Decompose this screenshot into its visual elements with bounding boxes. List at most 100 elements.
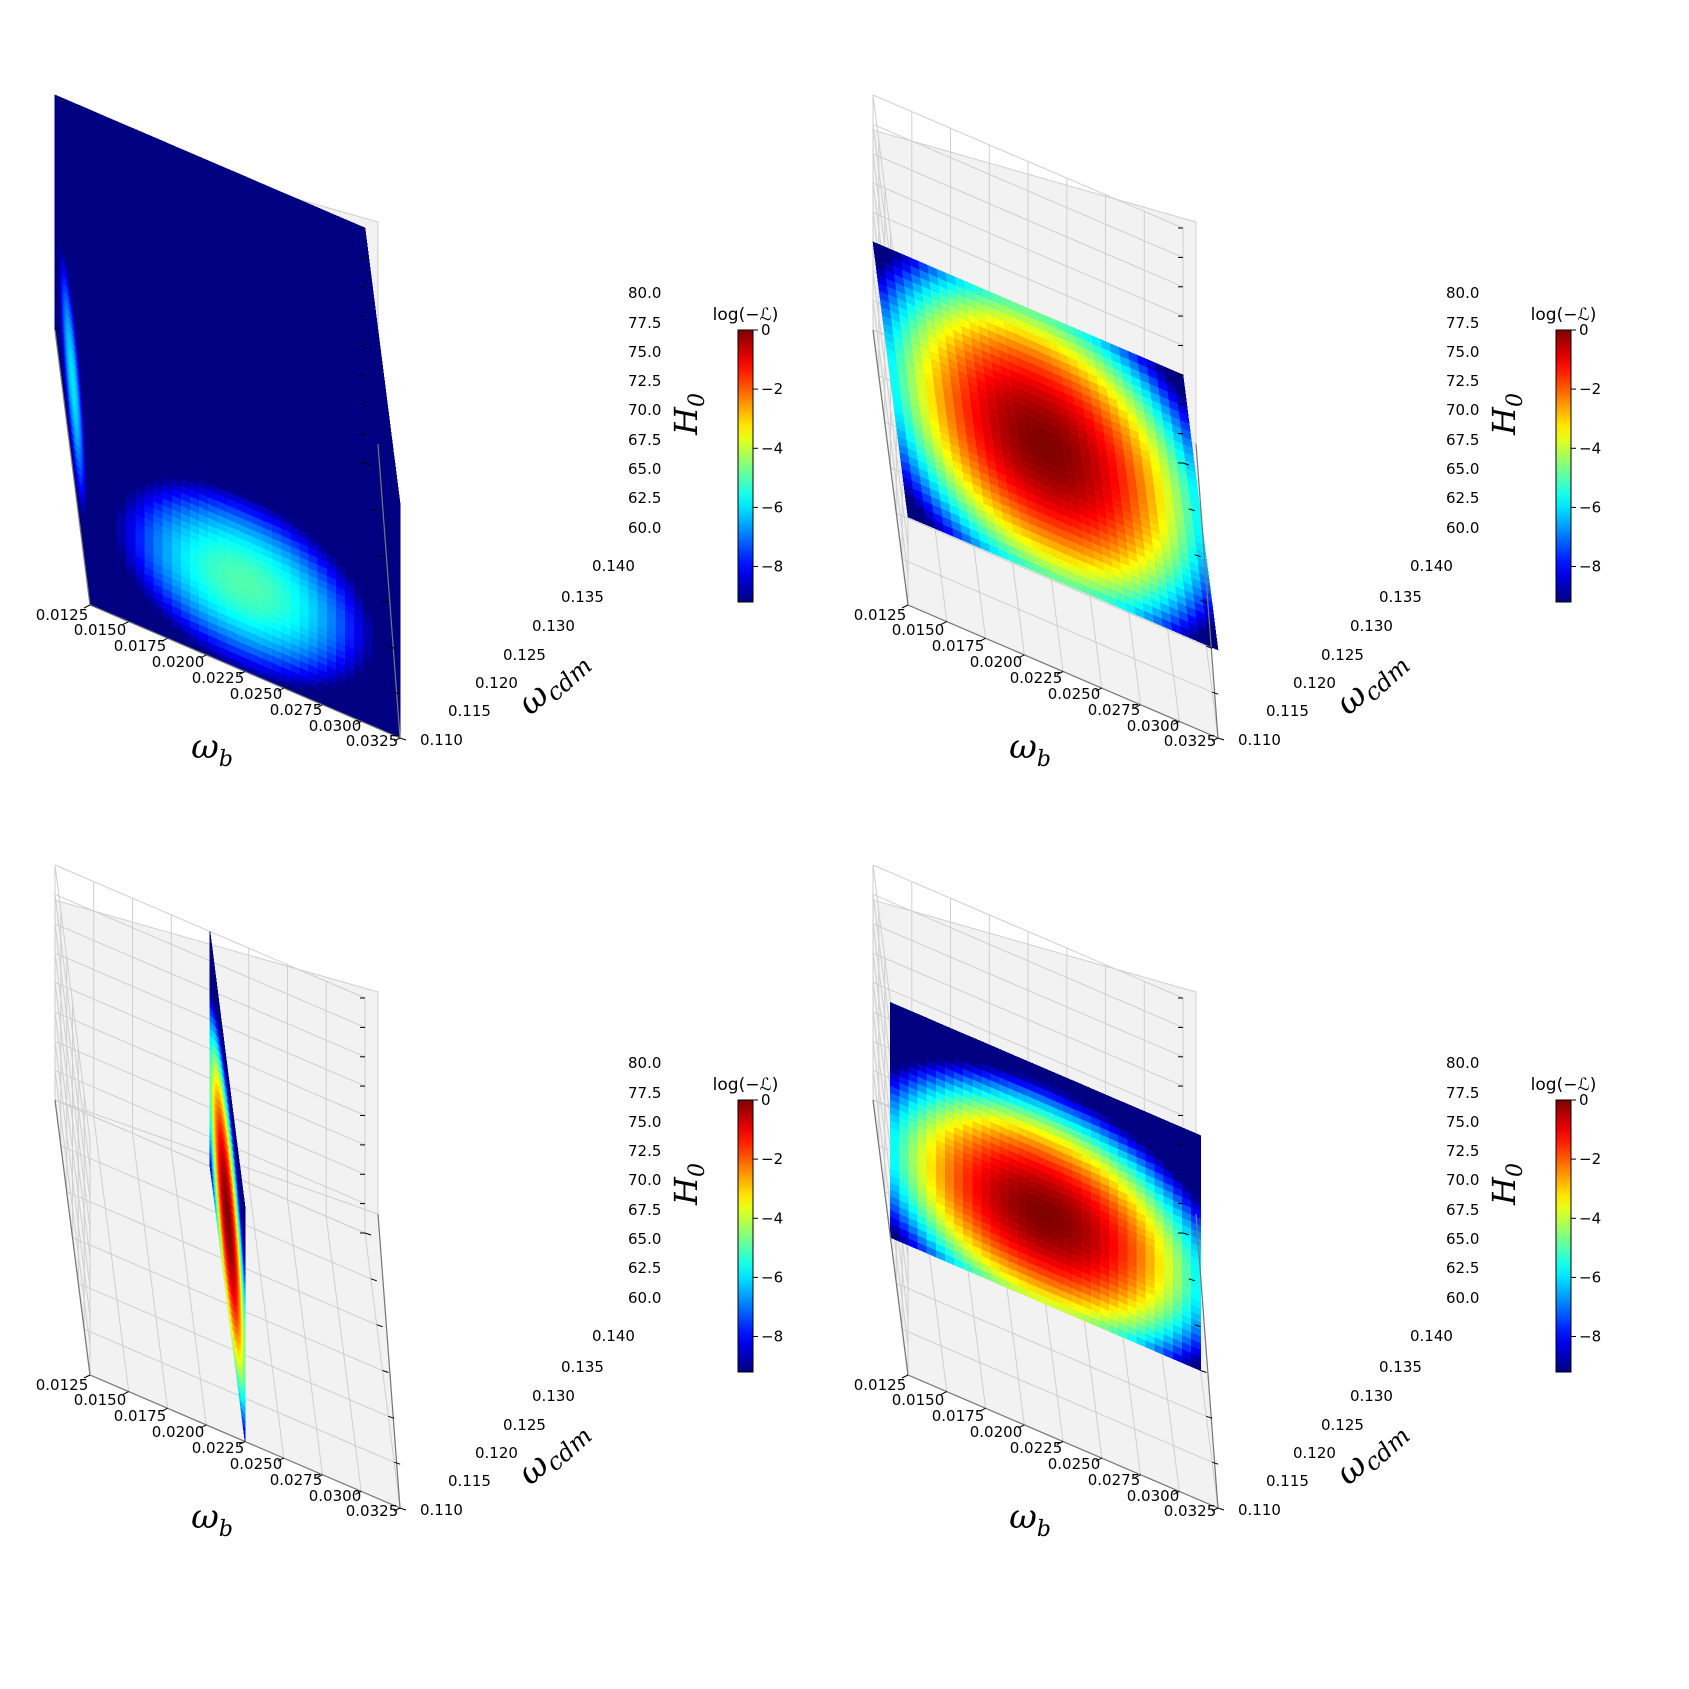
z-axis-label: H0 (1485, 1163, 1528, 1206)
x-axis-label: ωb (1009, 1497, 1051, 1542)
z-tick-label: 80.0 (628, 1054, 661, 1072)
y-tick-mark (370, 508, 377, 512)
x-tick-mark (200, 1424, 207, 1429)
y-tick-mark (382, 600, 389, 603)
z-tick-label: 70.0 (628, 1171, 661, 1189)
z-axis-label: H0 (667, 1163, 710, 1206)
z-tick-label: 67.5 (628, 1201, 661, 1219)
colorbar-label: log(−ℒ) (713, 1075, 779, 1095)
z-axis-label: H0 (667, 393, 710, 436)
x-tick-label: 0.0250 (1048, 685, 1101, 703)
y-tick-label: 0.110 (420, 1501, 463, 1519)
x-tick-mark (1056, 671, 1064, 675)
colorbar-tick-label: 0 (761, 321, 771, 339)
z-tick-label: 60.0 (628, 1289, 661, 1307)
y-tick-mark (388, 645, 395, 649)
y-tick-label: 0.120 (1293, 1444, 1336, 1462)
x-tick-mark (979, 1407, 986, 1412)
x-tick-label: 0.0200 (970, 1423, 1023, 1441)
colorbar-tick-label: −6 (1579, 498, 1601, 516)
x-tick-mark (1095, 687, 1103, 692)
y-tick-mark (1182, 1232, 1190, 1236)
y-tick-mark (364, 1232, 372, 1236)
x-tick-label: 0.0250 (230, 685, 283, 703)
x-tick-label: 0.0150 (74, 621, 127, 639)
x-tick-label: 0.0300 (1127, 717, 1180, 735)
x-tick-mark (979, 637, 986, 642)
x-axis: 0.01250.01500.01750.02000.02250.02500.02… (36, 604, 401, 772)
z-tick-label: 72.5 (628, 1142, 661, 1160)
x-tick-label: 0.0150 (892, 1391, 945, 1409)
y-tick-mark (382, 1370, 389, 1373)
scatter-face (890, 1002, 1201, 1371)
x-tick-mark (238, 671, 246, 675)
y-tick-label: 0.110 (1238, 731, 1281, 749)
z-tick-label: 70.0 (1446, 1171, 1479, 1189)
x-tick-label: 0.0325 (1164, 732, 1217, 750)
x-tick-mark (940, 1391, 948, 1396)
z-tick-label: 80.0 (628, 284, 661, 302)
x-axis-label: ωb (191, 1497, 233, 1542)
colorbar-tick-label: −2 (761, 1150, 783, 1168)
y-tick-label: 0.125 (1321, 1416, 1364, 1434)
z-tick-label: 77.5 (628, 314, 661, 332)
scatter-face (89, 369, 401, 739)
y-tick-label: 0.110 (1238, 1501, 1281, 1519)
z-tick-label: 80.0 (1446, 284, 1479, 302)
z-tick-label: 75.0 (1446, 343, 1479, 361)
x-tick-label: 0.0175 (932, 1407, 985, 1425)
y-tick-label: 0.135 (1379, 588, 1422, 606)
x-tick-label: 0.0200 (152, 1423, 205, 1441)
x-axis: 0.01250.01500.01750.02000.02250.02500.02… (36, 1374, 401, 1542)
z-tick-label: 62.5 (1446, 489, 1479, 507)
z-tick-label: 62.5 (628, 1259, 661, 1277)
z-tick-label: 70.0 (628, 401, 661, 419)
y-tick-label: 0.125 (1321, 646, 1364, 664)
z-tick-label: 65.0 (1446, 1230, 1479, 1248)
z-axis: 60.0 62.5 65.0 67.5 70.0 72.5 75.0 77.5 80.0 H0 (1178, 997, 1528, 1307)
z-tick-label: 75.0 (628, 343, 661, 361)
y-tick-label: 0.135 (1379, 1358, 1422, 1376)
z-axis: 60.0 62.5 65.0 67.5 70.0 72.5 75.0 77.5 80.0 H0 (1178, 227, 1528, 537)
y-tick-mark (1200, 600, 1207, 603)
colorbar-tick-label: −4 (761, 439, 783, 457)
y-tick-label: 0.130 (532, 617, 575, 635)
subplot-omega-cdm-slice: 0.01250.01500.01750.02000.02250.02500.02… (854, 864, 1601, 1542)
y-tick-label: 0.140 (592, 557, 635, 575)
subplot-h0-slice: 0.01250.01500.01750.02000.02250.02500.02… (854, 94, 1601, 772)
y-tick-label: 0.130 (1350, 1387, 1393, 1405)
x-tick-label: 0.0125 (854, 1376, 907, 1394)
colorbar-tick-label: −8 (1579, 1328, 1601, 1346)
y-tick-mark (1188, 508, 1195, 512)
y-tick-mark (388, 1415, 395, 1419)
colorbar-label: log(−ℒ) (1531, 1075, 1597, 1095)
x-tick-mark (1173, 1490, 1180, 1495)
x-tick-label: 0.0225 (1010, 669, 1063, 687)
x-axis: 0.01250.01500.01750.02000.02250.02500.02… (854, 1374, 1219, 1542)
x-tick-label: 0.0275 (1088, 1471, 1141, 1489)
y-tick-label: 0.120 (1293, 674, 1336, 692)
y-tick-mark (399, 1507, 407, 1511)
colorbar-tick-label: −6 (761, 498, 783, 516)
colorbar-tick-label: −8 (761, 558, 783, 576)
colorbar-tick-label: 0 (1579, 1091, 1589, 1109)
y-tick-label: 0.110 (420, 731, 463, 749)
y-tick-label: 0.135 (561, 588, 604, 606)
z-axis: 60.0 62.5 65.0 67.5 70.0 72.5 75.0 77.5 80.0 H0 (360, 997, 710, 1307)
x-tick-mark (1095, 1457, 1103, 1462)
subplot-full-cube: 0.01250.01500.01750.02000.02250.02500.02… (36, 94, 783, 772)
colorbar-label: log(−ℒ) (713, 305, 779, 325)
x-tick-mark (354, 1490, 362, 1495)
scatter-face (209, 931, 246, 1442)
x-axis: 0.01250.01500.01750.02000.02250.02500.02… (854, 604, 1219, 772)
z-tick-label: 72.5 (1446, 372, 1479, 390)
x-tick-mark (1056, 1441, 1064, 1445)
x-tick-mark (354, 720, 362, 725)
z-tick-label: 65.0 (628, 460, 661, 478)
z-tick-label: 62.5 (1446, 1259, 1479, 1277)
x-tick-mark (316, 1474, 323, 1479)
x-tick-label: 0.0175 (114, 1407, 167, 1425)
scatter-face (54, 94, 401, 504)
